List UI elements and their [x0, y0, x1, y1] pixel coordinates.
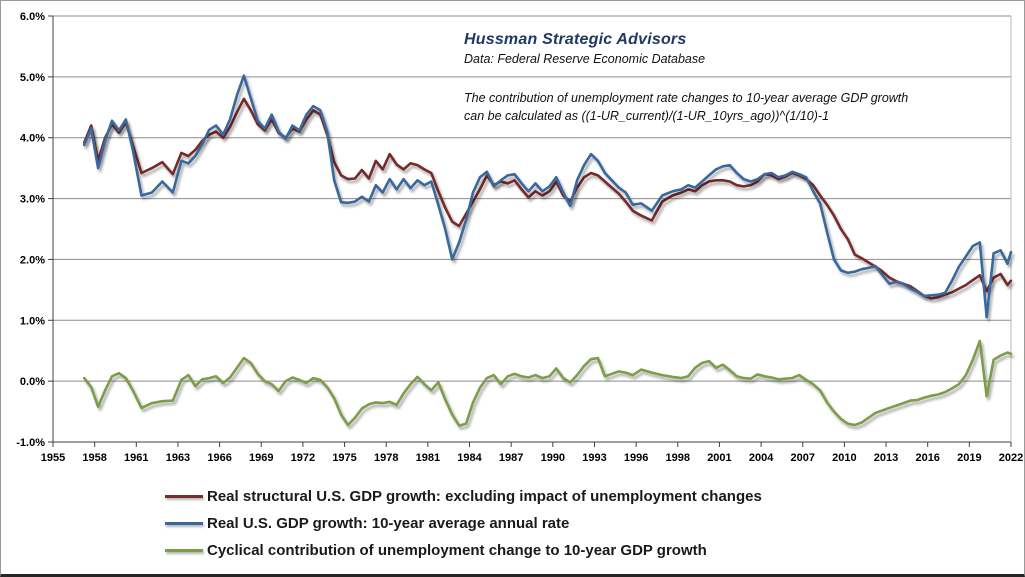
chart-title: Hussman Strategic Advisors: [464, 31, 687, 48]
series-line: [82, 339, 1013, 427]
legend-label-gdp-10yr: Real U.S. GDP growth: 10-year average an…: [207, 514, 570, 532]
y-axis-label: 5.0%: [20, 72, 45, 84]
x-axis-label: 1993: [582, 452, 606, 464]
x-axis-label: 1972: [291, 452, 315, 464]
x-axis-label: 1998: [666, 452, 690, 464]
series-line: [82, 97, 1013, 300]
x-axis-label: 2007: [790, 452, 814, 464]
legend-swatch-cyclical: [165, 548, 203, 552]
x-axis-label: 2004: [749, 452, 774, 464]
x-axis-label: 1990: [541, 452, 565, 464]
chart-subtitle: Data: Federal Reserve Economic Database: [464, 52, 706, 66]
x-axis-label: 2013: [874, 452, 898, 464]
x-axis-label: 1969: [249, 452, 273, 464]
legend-item-cyclical: Cyclical contribution of unemployment ch…: [165, 540, 762, 560]
x-axis-label: 2019: [957, 452, 981, 464]
y-axis-label: -1.0%: [16, 437, 45, 449]
y-axis-label: 2.0%: [20, 254, 45, 266]
x-axis-label: 1961: [124, 452, 148, 464]
x-axis-label: 1984: [457, 452, 482, 464]
annotation-line-1: The contribution of unemployment rate ch…: [464, 91, 909, 105]
y-axis-label: 6.0%: [20, 11, 45, 23]
x-axis-label: 1958: [82, 452, 106, 464]
legend-label-structural: Real structural U.S. GDP growth: excludi…: [207, 487, 762, 505]
series-line: [82, 74, 1013, 319]
annotation-line-2: can be calculated as ((1-UR_current)/(1-…: [464, 109, 830, 123]
y-axis-label: 0.0%: [20, 376, 45, 388]
x-axis-label: 1966: [207, 452, 231, 464]
legend-item-structural: Real structural U.S. GDP growth: excludi…: [165, 486, 762, 506]
legend-swatch-structural: [165, 494, 203, 498]
x-axis-label: 1987: [499, 452, 523, 464]
y-axis-label: 3.0%: [20, 194, 45, 206]
x-axis-label: 2001: [707, 452, 731, 464]
x-axis-label: 1963: [166, 452, 190, 464]
x-axis-label: 1978: [374, 452, 398, 464]
x-axis-label: 1981: [416, 452, 440, 464]
y-axis-label: 1.0%: [20, 315, 45, 327]
x-axis-label: 2022: [999, 452, 1023, 464]
legend-label-cyclical: Cyclical contribution of unemployment ch…: [207, 541, 707, 559]
legend: Real structural U.S. GDP growth: excludi…: [165, 486, 762, 567]
x-axis-label: 1955: [41, 452, 65, 464]
y-axis-label: 4.0%: [20, 133, 45, 145]
x-axis-label: 1975: [332, 452, 356, 464]
x-axis-label: 2016: [915, 452, 939, 464]
legend-swatch-gdp-10yr: [165, 521, 203, 525]
chart-annotation: The contribution of unemployment rate ch…: [464, 89, 908, 125]
x-axis-label: 2010: [832, 452, 856, 464]
x-axis-label: 1996: [624, 452, 648, 464]
legend-item-gdp-10yr: Real U.S. GDP growth: 10-year average an…: [165, 513, 762, 533]
